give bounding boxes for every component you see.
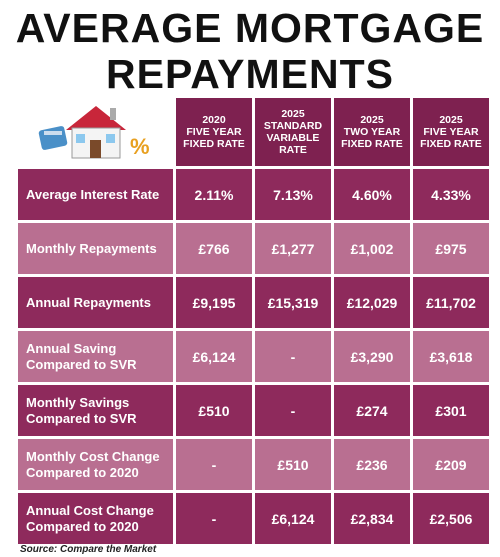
- cell-value: £12,029: [334, 277, 410, 328]
- cell-value: £510: [176, 385, 252, 436]
- cell-value: 4.33%: [413, 169, 489, 220]
- cell-value: £301: [413, 385, 489, 436]
- cell-value: £1,002: [334, 223, 410, 274]
- cell-value: £2,834: [334, 493, 410, 544]
- row-label: Annual Cost Change Compared to 2020: [18, 493, 173, 544]
- cell-value: £274: [334, 385, 410, 436]
- house-icon: %: [38, 106, 150, 159]
- source: Source: Compare the Market: [20, 544, 157, 555]
- cell-value: £3,618: [413, 331, 489, 382]
- column-header: 2020 FIVE YEAR FIXED RATE: [176, 98, 252, 166]
- cell-value: £3,290: [334, 331, 410, 382]
- row-label: Monthly Cost Change Compared to 2020: [18, 439, 173, 490]
- row-label: Annual Saving Compared to SVR: [18, 331, 173, 382]
- row-label: Monthly Repayments: [18, 223, 173, 274]
- row-label: Average Interest Rate: [18, 169, 173, 220]
- cell-value: £766: [176, 223, 252, 274]
- cell-value: -: [176, 439, 252, 490]
- cell-value: -: [255, 331, 331, 382]
- row-label: Monthly Savings Compared to SVR: [18, 385, 173, 436]
- cell-value: £236: [334, 439, 410, 490]
- svg-text:%: %: [130, 134, 150, 159]
- column-header: 2025 TWO YEAR FIXED RATE: [334, 98, 410, 166]
- icon-cell: %: [18, 98, 173, 166]
- cell-value: 4.60%: [334, 169, 410, 220]
- cell-value: £2,506: [413, 493, 489, 544]
- cell-value: £209: [413, 439, 489, 490]
- row-label: Annual Repayments: [18, 277, 173, 328]
- cell-value: £510: [255, 439, 331, 490]
- cell-value: 2.11%: [176, 169, 252, 220]
- cell-value: £6,124: [176, 331, 252, 382]
- cell-value: £1,277: [255, 223, 331, 274]
- column-header: 2025 FIVE YEAR FIXED RATE: [413, 98, 489, 166]
- cell-value: £6,124: [255, 493, 331, 544]
- cell-value: £11,702: [413, 277, 489, 328]
- table: % 2020 FIVE YEAR FIXED RATE 2025 STANDARD…: [18, 98, 489, 544]
- title-line: AVERAGE MORTGAGE: [15, 5, 485, 51]
- cell-value: 7.13%: [255, 169, 331, 220]
- cell-value: £9,195: [176, 277, 252, 328]
- title-line: REPAYMENTS: [106, 51, 394, 97]
- cell-value: £975: [413, 223, 489, 274]
- cell-value: £15,319: [255, 277, 331, 328]
- column-header: 2025 STANDARD VARIABLE RATE: [255, 98, 331, 166]
- cell-value: -: [255, 385, 331, 436]
- cell-value: -: [176, 493, 252, 544]
